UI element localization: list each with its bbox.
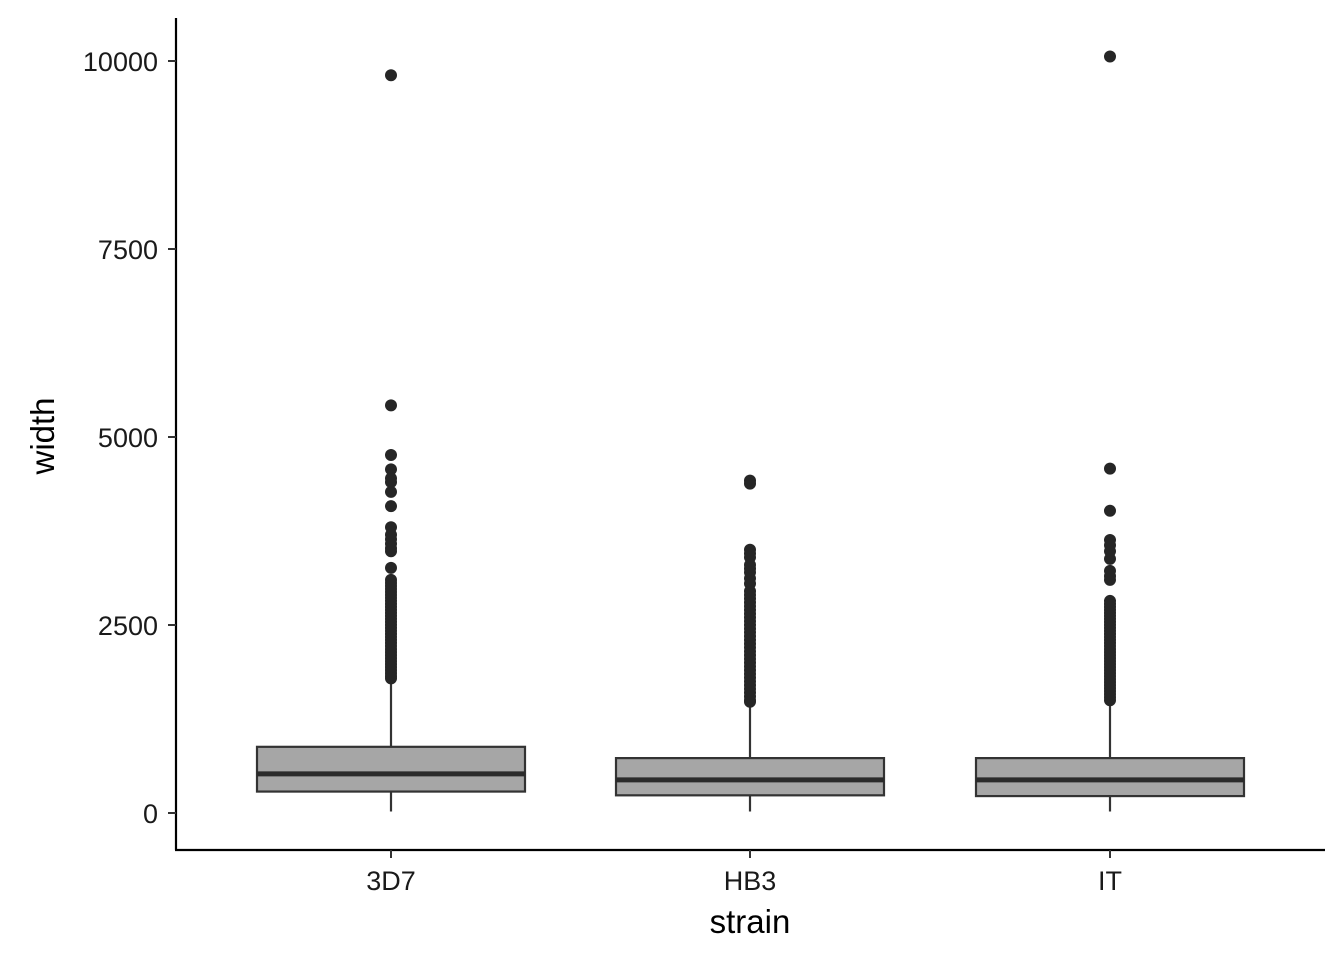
- box-iqr: [974, 757, 1246, 798]
- outlier-point: [385, 545, 397, 558]
- outlier-point: [1104, 552, 1116, 565]
- y-tick-label: 7500: [98, 235, 158, 265]
- outlier-point: [385, 399, 397, 412]
- outlier-point: [1104, 462, 1116, 475]
- outlier-point: [1104, 504, 1116, 517]
- x-tick-label: HB3: [724, 866, 777, 896]
- plot-marks: [255, 50, 1246, 812]
- outlier-point: [744, 695, 756, 708]
- outlier-point: [385, 69, 397, 82]
- outlier-point: [385, 476, 397, 489]
- box-iqr: [255, 745, 527, 793]
- outlier-point: [385, 449, 397, 462]
- y-axis-ticks: 0 2500 5000 7500 10000: [83, 47, 176, 829]
- x-tick-label: 3D7: [366, 866, 416, 896]
- outlier-point: [1104, 694, 1116, 707]
- x-axis-title: strain: [710, 903, 791, 940]
- y-tick-label: 0: [143, 799, 158, 829]
- outlier-point: [744, 477, 756, 490]
- y-tick-label: 10000: [83, 47, 158, 77]
- outlier-point: [385, 561, 397, 574]
- x-tick-label: IT: [1098, 866, 1122, 896]
- x-axis-ticks: 3D7 HB3 IT: [366, 850, 1122, 896]
- y-tick-label: 2500: [98, 611, 158, 641]
- outlier-point: [1104, 50, 1116, 63]
- box-group-hb3: [614, 474, 886, 812]
- outlier-point: [385, 500, 397, 513]
- y-tick-label: 5000: [98, 423, 158, 453]
- y-axis-title: width: [24, 397, 61, 475]
- outlier-point: [385, 485, 397, 498]
- outlier-point: [385, 672, 397, 685]
- box-group-3d7: [255, 69, 527, 812]
- box-group-it: [974, 50, 1246, 812]
- box-iqr: [614, 757, 886, 797]
- outlier-point: [1104, 573, 1116, 586]
- outlier-point: [385, 463, 397, 476]
